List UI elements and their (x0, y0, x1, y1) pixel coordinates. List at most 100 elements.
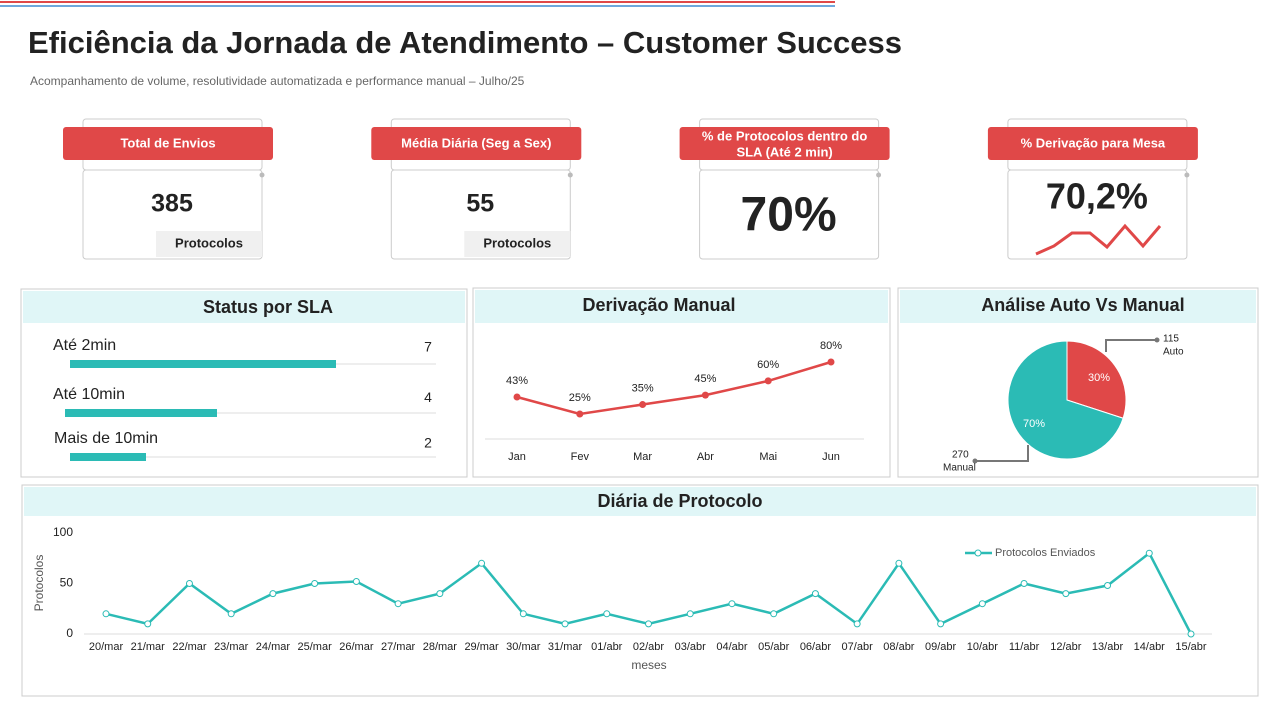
kpi-card (1007, 169, 1188, 260)
bar-value: 7 (424, 339, 432, 355)
point (978, 600, 986, 608)
x-tick-label: 20/mar (89, 641, 124, 653)
y-tick-label: 0 (66, 626, 73, 640)
x-tick-label: 25/mar (298, 641, 333, 653)
point (144, 620, 152, 628)
kpi-value: 70% (741, 189, 837, 242)
point (269, 590, 277, 598)
x-tick-label: 05/abr (758, 641, 790, 653)
page-title: Eficiência da Jornada de Atendimento – C… (28, 25, 902, 60)
point (102, 610, 110, 618)
point (352, 577, 360, 585)
pie-label: 70% (1023, 418, 1045, 430)
point (770, 610, 778, 618)
x-tick-label: 03/abr (675, 641, 707, 653)
x-axis-label: meses (631, 658, 666, 672)
data-label: 43% (506, 375, 528, 387)
x-tick-label: 27/mar (381, 641, 416, 653)
x-tick-label: 06/abr (800, 641, 832, 653)
panel-title: Análise Auto Vs Manual (981, 295, 1184, 315)
pie-slice (1007, 340, 1124, 460)
leader-dot (1154, 337, 1160, 343)
point (1145, 549, 1153, 557)
kpi-value: 70,2% (1046, 176, 1148, 217)
x-tick-label: 10/abr (967, 641, 999, 653)
y-axis-label: Protocolos (32, 555, 46, 612)
point (811, 590, 819, 598)
x-tick-label: 30/mar (506, 641, 541, 653)
x-tick-label: 08/abr (883, 641, 915, 653)
kpi-value: 55 (466, 190, 494, 218)
x-tick-label: 01/abr (591, 641, 623, 653)
x-tick-label: Fev (571, 451, 590, 463)
pie-label: 30% (1088, 372, 1110, 384)
point (895, 559, 903, 567)
point (701, 391, 709, 399)
x-tick-label: 14/abr (1134, 641, 1166, 653)
point (1187, 630, 1195, 638)
data-label: 35% (632, 382, 654, 394)
x-tick-label: 04/abr (716, 641, 748, 653)
point (311, 580, 319, 587)
kpi-label: % de Protocolos dentro do (702, 128, 867, 143)
legend-label: Protocolos Enviados (995, 547, 1096, 559)
kpi-unit: Protocolos (175, 235, 243, 250)
x-tick-label: 24/mar (256, 641, 291, 653)
point (853, 620, 861, 628)
point (764, 377, 772, 385)
x-tick-label: 22/mar (172, 641, 207, 653)
x-tick-label: 28/mar (423, 641, 458, 653)
pie-category: Manual (943, 463, 976, 474)
x-tick-label: Jun (822, 451, 840, 463)
data-label: 25% (569, 392, 591, 404)
point (478, 559, 486, 567)
point (513, 393, 521, 401)
x-tick-label: 15/abr (1175, 641, 1207, 653)
line (516, 360, 832, 416)
bar-label: Até 10min (53, 386, 125, 403)
x-tick-label: 02/abr (633, 641, 665, 653)
panel-header (23, 291, 465, 323)
kpi-label-box (371, 127, 582, 160)
point (639, 401, 647, 409)
y-tick-label: 100 (53, 525, 73, 539)
kpi-value: 385 (151, 190, 193, 218)
kpi-unit-box (156, 231, 262, 257)
point (519, 610, 527, 618)
data-label: 80% (820, 340, 842, 352)
sparkline-decoration (1035, 223, 1162, 256)
x-tick-label: Jan (508, 451, 526, 463)
kpi-label-box (679, 127, 890, 160)
x-tick-label: 12/abr (1050, 641, 1082, 653)
page-subtitle: Acompanhamento de volume, resolutividade… (30, 74, 525, 88)
panel-title: Diária de Protocolo (597, 491, 762, 511)
x-tick-label: 13/abr (1092, 641, 1124, 653)
bar (70, 360, 336, 368)
kpi-label: Média Diária (Seg a Sex) (401, 135, 551, 150)
panel-header (475, 290, 888, 323)
kpi-label: Total de Envios (120, 135, 215, 150)
point (227, 610, 235, 618)
panel-title: Derivação Manual (582, 295, 735, 315)
point (603, 610, 611, 618)
x-tick-label: Abr (697, 451, 714, 463)
point (561, 620, 569, 628)
point (394, 600, 402, 608)
point (1104, 582, 1112, 590)
kpi-unit-box (464, 231, 571, 257)
kpi-label-box (987, 127, 1198, 160)
x-tick-label: 26/mar (339, 641, 374, 653)
kpi-dot (1184, 172, 1190, 178)
x-tick-label: Mar (633, 451, 652, 463)
data-label: 60% (757, 359, 779, 371)
pie-count: 115 (1163, 334, 1179, 345)
bar (65, 409, 217, 417)
panel-header (900, 290, 1256, 323)
pie-count: 270 (952, 450, 969, 461)
point (1062, 590, 1070, 598)
y-tick-label: 50 (60, 576, 74, 590)
panel-header (24, 487, 1256, 516)
kpi-card (699, 169, 880, 260)
kpi-dot (567, 172, 573, 178)
